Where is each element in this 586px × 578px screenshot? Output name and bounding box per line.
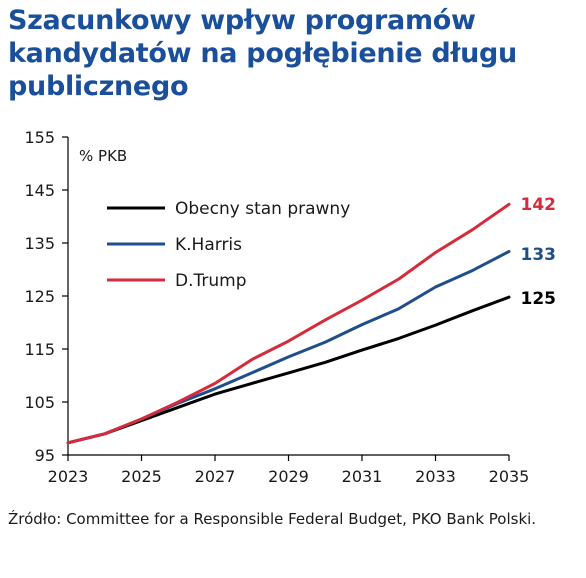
end-value-label: 142 — [521, 195, 557, 215]
series-line-3 — [66, 202, 511, 445]
y-tick-label: 115 — [24, 340, 55, 359]
x-tick-label: 2033 — [415, 467, 456, 486]
chart-title: Szacunkowy wpływ programów kandydatów na… — [8, 5, 517, 102]
legend-label: Obecny stan prawny — [175, 199, 350, 219]
y-axis-unit-label: % PKB — [79, 147, 127, 165]
y-tick-label: 105 — [24, 393, 55, 412]
x-axis: 2023 2025 2027 2029 2031 2033 2035 — [48, 454, 530, 486]
y-axis: 155 145 135 125 115 105 95 — [24, 128, 69, 465]
y-tick-label: 145 — [24, 181, 55, 200]
source-note: Źródło: Committee for a Responsible Fede… — [8, 510, 537, 528]
x-tick-label: 2023 — [48, 467, 89, 486]
x-tick-label: 2025 — [121, 467, 162, 486]
end-value-label: 125 — [521, 289, 557, 309]
x-tick-label: 2029 — [268, 467, 309, 486]
x-tick-label: 2031 — [342, 467, 383, 486]
y-tick-label: 95 — [35, 446, 55, 465]
end-value-label: 133 — [521, 245, 557, 265]
x-tick-label: 2035 — [489, 467, 530, 486]
x-tick-label: 2027 — [195, 467, 236, 486]
series-lines — [66, 202, 511, 445]
end-labels: 142 133 125 — [521, 195, 557, 309]
legend: Obecny stan prawny K.Harris D.Trump — [107, 199, 350, 291]
y-tick-label: 135 — [24, 234, 55, 253]
legend-label: K.Harris — [175, 235, 242, 255]
y-tick-label: 155 — [24, 128, 55, 147]
y-tick-label: 125 — [24, 287, 55, 306]
legend-label: D.Trump — [175, 271, 247, 291]
